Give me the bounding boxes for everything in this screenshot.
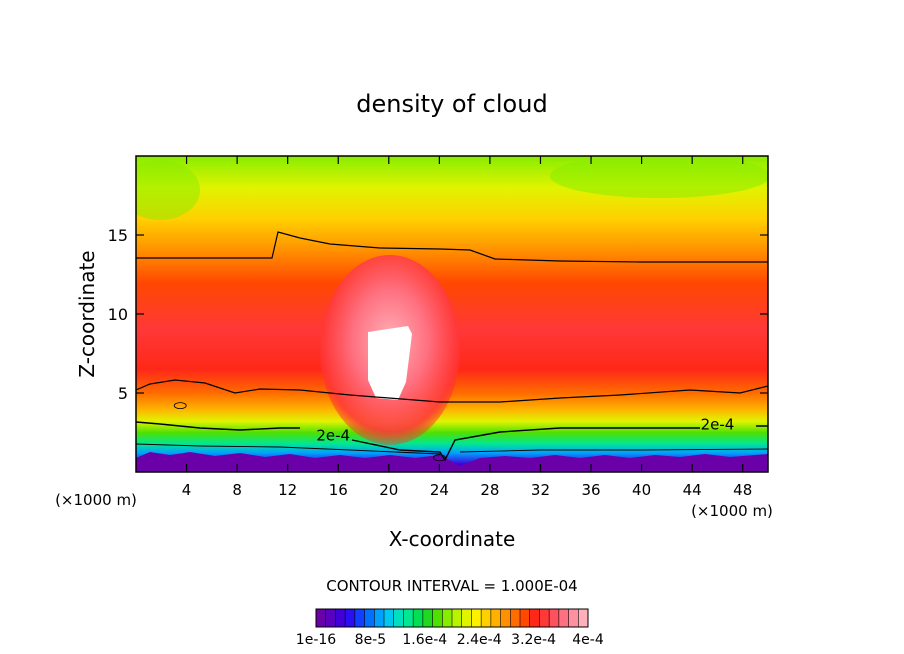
colorbar-swatch [413, 609, 424, 627]
x-tick-label: 16 [329, 481, 348, 499]
colorbar-swatch [316, 609, 327, 627]
contour-labels: 2e-4 2e-4 [316, 416, 735, 445]
small-contour [173, 402, 187, 410]
colorbar-swatch [422, 609, 433, 627]
x-tick-label: 32 [531, 481, 550, 499]
colorbar-swatch [364, 609, 375, 627]
contour-line-2e-4 [136, 421, 768, 462]
x-tick-label: 48 [733, 481, 752, 499]
colorbar-tick-label: 2.4e-4 [457, 632, 502, 648]
colorbar-tick-label: 4e-4 [572, 632, 604, 648]
colorbar-swatch [539, 609, 550, 627]
colorbar-swatch [403, 609, 414, 627]
x-tick-label: 44 [683, 481, 702, 499]
contour-line-upper [136, 231, 768, 263]
colorbar-swatch [442, 609, 453, 627]
kde-marks [173, 402, 446, 462]
colorbar-swatch [510, 609, 521, 627]
plot-area [136, 156, 768, 472]
x-axis-label: X-coordinate [389, 527, 516, 551]
x-unit-left: (×1000 m) [55, 491, 137, 509]
colorbar-swatch [520, 609, 531, 627]
colorbar-swatch [490, 609, 501, 627]
y-tick-label: 15 [108, 226, 128, 245]
colorbar-frame [315, 608, 589, 628]
contour-interval-label: CONTOUR INTERVAL = 1.000E-04 [326, 577, 577, 595]
contour-line-low [136, 443, 768, 455]
y-tick-label: 10 [108, 305, 128, 324]
colorbar-labels: 1e-16 8e-5 1.6e-4 2.4e-4 3.2e-4 4e-4 [296, 632, 604, 648]
x-tick-label: 4 [182, 481, 192, 499]
chart-title: density of cloud [356, 90, 547, 118]
x-tick-label: 20 [379, 481, 398, 499]
small-contour [432, 454, 446, 462]
colorbar-tick-label: 1.6e-4 [402, 632, 447, 648]
x-unit-right: (×1000 m) [691, 502, 773, 520]
x-tick-label: 8 [232, 481, 242, 499]
colorbar [315, 608, 589, 628]
cloud-core-void [368, 326, 412, 400]
colorbar-tick-label: 3.2e-4 [511, 632, 556, 648]
colorbar-swatch [549, 609, 560, 627]
y-axis-ticks: 5 10 15 [108, 226, 768, 403]
colorbar-swatch [374, 609, 385, 627]
colorbar-swatch [432, 609, 443, 627]
colorbar-tick-label: 1e-16 [296, 632, 336, 648]
colorbar-swatch [578, 609, 589, 627]
colorbar-swatch [481, 609, 492, 627]
y-tick-label: 5 [118, 384, 128, 403]
colorbar-swatch [568, 609, 579, 627]
ground-rough-edge [136, 452, 768, 472]
x-tick-label: 12 [278, 481, 297, 499]
colorbar-swatch [558, 609, 569, 627]
colorbar-swatch [325, 609, 336, 627]
x-tick-label: 40 [632, 481, 651, 499]
colorbar-tick-label: 8e-5 [355, 632, 386, 648]
colorbar-swatch [452, 609, 463, 627]
colorbar-swatch [393, 609, 404, 627]
contour-line-lower [136, 379, 768, 403]
colorbar-swatch [384, 609, 395, 627]
y-axis-label: Z-coordinate [75, 250, 99, 377]
colorbar-swatch [500, 609, 511, 627]
colorbar-swatch [345, 609, 356, 627]
x-tick-label: 36 [581, 481, 600, 499]
colorbar-swatch [354, 609, 365, 627]
colorbar-swatch [461, 609, 472, 627]
colorbar-swatch [529, 609, 540, 627]
colorbar-swatch [471, 609, 482, 627]
x-axis-ticks: 4 8 12 16 20 24 28 32 36 40 44 48 [182, 156, 752, 499]
left-green-band [136, 160, 200, 220]
colorbar-swatch [335, 609, 346, 627]
contour-label: 2e-4 [316, 427, 350, 445]
upper-green-band [550, 156, 768, 198]
x-tick-label: 28 [480, 481, 499, 499]
contour-label: 2e-4 [701, 416, 735, 434]
x-tick-label: 24 [430, 481, 449, 499]
